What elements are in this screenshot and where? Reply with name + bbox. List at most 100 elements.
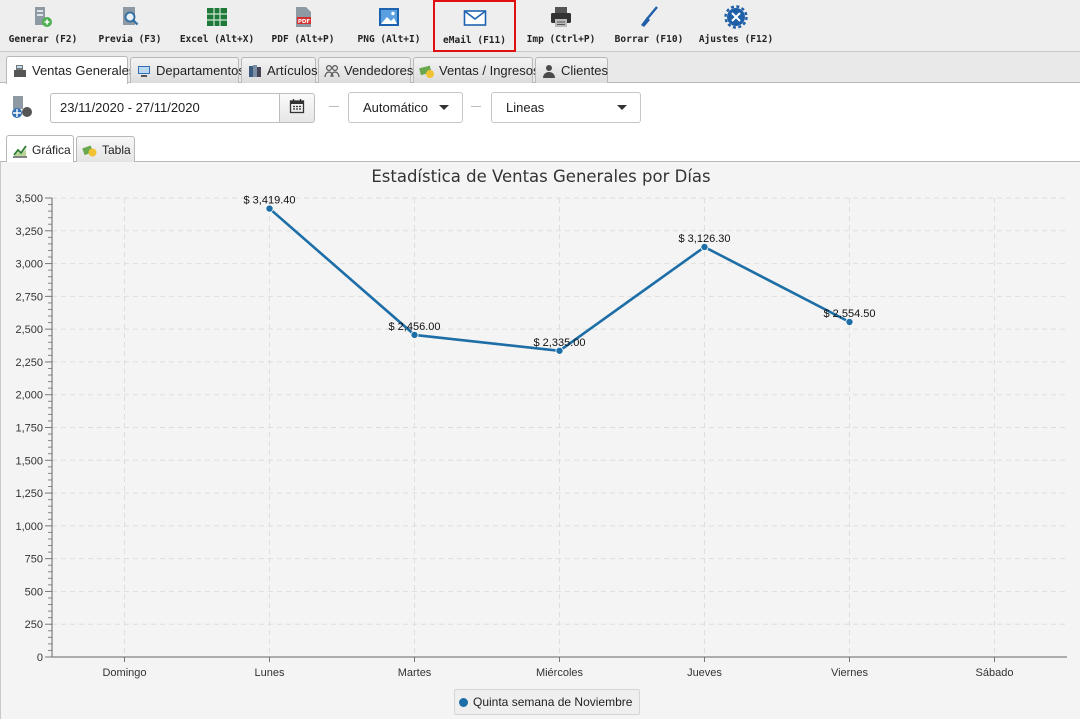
- chart-legend[interactable]: Quinta semana de Noviembre: [454, 689, 641, 715]
- generate-button[interactable]: Generar (F2): [8, 2, 78, 50]
- data-point: [845, 317, 854, 326]
- y-tick-label: 1,750: [15, 423, 43, 435]
- y-tick-label: 0: [37, 652, 43, 664]
- tab-tabla[interactable]: Tabla: [76, 136, 135, 162]
- x-tick-label: Domingo: [102, 667, 146, 679]
- pdf-button[interactable]: PDF PDF (Alt+P): [268, 2, 338, 50]
- tab-label: Gráfica: [32, 142, 71, 157]
- generate-icon: [31, 5, 55, 29]
- legend-label: Quinta semana de Noviembre: [473, 695, 633, 709]
- tab-vendedores[interactable]: Vendedores: [318, 57, 414, 83]
- data-label: $ 2,456.00: [389, 321, 441, 333]
- y-tick-label: 1,250: [15, 488, 43, 500]
- tab-label: Departamentos: [156, 63, 245, 78]
- pdf-icon: PDF: [291, 5, 315, 29]
- y-tick-label: 1,500: [15, 455, 43, 467]
- chart-title: Estadística de Ventas Generales por Días: [371, 167, 711, 186]
- excel-button[interactable]: Excel (Alt+X): [178, 2, 256, 50]
- table-icon: [82, 142, 98, 158]
- tab-ventas-generales[interactable]: Ventas Generales: [6, 56, 135, 84]
- pdf-label: PDF (Alt+P): [271, 34, 335, 45]
- x-tick-label: Viernes: [831, 667, 869, 679]
- x-tick-label: Martes: [398, 667, 432, 679]
- y-tick-label: 3,500: [15, 193, 43, 205]
- print-button[interactable]: Imp (Ctrl+P): [526, 2, 596, 50]
- tab-label: Ventas / Ingresos: [439, 63, 540, 78]
- settings-label: Ajustes (F12): [698, 34, 774, 45]
- y-tick-label: 2,000: [15, 390, 43, 402]
- line-chart: 0 250 500 750 1,000 1,250 1,500 1,750 2,000 2,250…: [15, 193, 1067, 679]
- money-icon: [419, 63, 435, 79]
- client-icon: [541, 63, 557, 79]
- tab-label: Ventas Generales: [32, 63, 136, 78]
- x-tick-label: Sábado: [976, 667, 1014, 679]
- tab-ventas-ingresos[interactable]: Ventas / Ingresos: [413, 57, 539, 83]
- tab-label: Vendedores: [344, 63, 414, 78]
- y-tick-label: 500: [25, 586, 43, 598]
- print-label: Imp (Ctrl+P): [526, 34, 596, 45]
- y-tick-label: 2,500: [15, 324, 43, 336]
- legend-swatch: [459, 697, 468, 707]
- email-label: eMail (F11): [443, 35, 506, 46]
- y-tick-label: 3,000: [15, 259, 43, 271]
- tab-clientes[interactable]: Clientes: [535, 57, 608, 83]
- clear-button[interactable]: Borrar (F10): [612, 2, 686, 50]
- view-tab-bar: Gráfica Tabla: [0, 134, 1080, 163]
- chart-type-select[interactable]: Lineas: [491, 92, 641, 123]
- tab-grafica[interactable]: Gráfica: [6, 135, 74, 163]
- clear-label: Borrar (F10): [614, 34, 684, 45]
- data-point: [265, 204, 274, 213]
- data-label: $ 3,126.30: [679, 233, 731, 245]
- chart-type-select-value: Lineas: [506, 100, 545, 115]
- tab-label: Clientes: [561, 63, 608, 78]
- separator: [471, 106, 481, 107]
- mode-select-value: Automático: [363, 100, 429, 115]
- y-tick-label: 750: [25, 554, 43, 566]
- chart-area: Estadística de Ventas Generales por Días…: [0, 162, 1080, 719]
- data-point: [555, 346, 564, 355]
- date-range-field[interactable]: 23/11/2020 - 27/11/2020: [50, 93, 280, 123]
- settings-button[interactable]: Ajustes (F12): [698, 2, 774, 50]
- generate-label: Generar (F2): [8, 34, 78, 45]
- tab-label: Tabla: [102, 142, 131, 157]
- svg-text:PDF: PDF: [298, 19, 311, 25]
- data-label: $ 2,335.00: [534, 337, 586, 349]
- png-button[interactable]: PNG (Alt+I): [354, 2, 424, 50]
- y-tick-label: 2,750: [15, 291, 43, 303]
- books-icon: [247, 63, 263, 79]
- email-button[interactable]: eMail (F11): [433, 0, 516, 52]
- broom-icon: [637, 5, 661, 29]
- chevron-down-icon: [617, 105, 627, 110]
- data-point: [410, 330, 419, 339]
- calendar-button[interactable]: [279, 93, 315, 123]
- tab-articulos[interactable]: Artículos: [241, 57, 318, 83]
- departments-icon: [136, 63, 152, 79]
- people-icon: [324, 63, 340, 79]
- calendar-icon: [289, 98, 305, 118]
- chevron-down-icon: [439, 105, 449, 110]
- mode-select[interactable]: Automático: [348, 92, 463, 123]
- y-tick-label: 3,250: [15, 226, 43, 238]
- print-icon: [549, 5, 573, 29]
- excel-label: Excel (Alt+X): [179, 34, 255, 45]
- x-tick-label: Miércoles: [536, 667, 584, 679]
- y-tick-label: 2,250: [15, 357, 43, 369]
- data-point: [700, 243, 709, 252]
- cash-register-icon: [12, 63, 28, 79]
- preview-button[interactable]: Previa (F3): [96, 2, 164, 50]
- chart-icon: [12, 142, 28, 158]
- tab-label: Artículos: [267, 63, 318, 78]
- preview-icon: [118, 5, 142, 29]
- settings-icon: [724, 5, 748, 29]
- email-icon: [463, 6, 487, 30]
- x-tick-label: Lunes: [255, 667, 285, 679]
- y-tick-label: 250: [25, 619, 43, 631]
- tab-departamentos[interactable]: Departamentos: [130, 57, 245, 83]
- png-label: PNG (Alt+I): [357, 34, 421, 45]
- png-icon: [377, 5, 401, 29]
- data-label: $ 2,554.50: [824, 308, 876, 320]
- separator: [329, 106, 339, 107]
- filter-bar: 23/11/2020 - 27/11/2020 Automático Linea…: [0, 84, 1080, 134]
- y-tick-label: 1,000: [15, 521, 43, 533]
